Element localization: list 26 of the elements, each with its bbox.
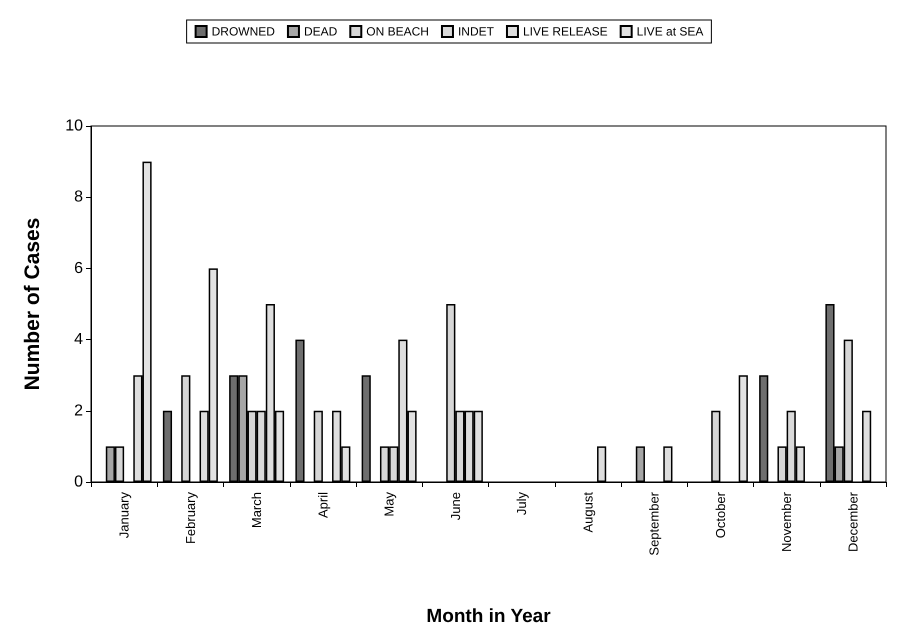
x-tick-label: March [249, 492, 264, 528]
y-axis-title: Number of Cases [21, 218, 44, 390]
x-tick-label: August [580, 492, 596, 532]
x-tick-label: January [116, 492, 132, 538]
y-tick-label: 4 [74, 331, 84, 348]
y-tick-label: 2 [74, 402, 84, 420]
x-tick-label: May [382, 492, 397, 517]
legend-label: LIVE RELEASE [522, 24, 608, 38]
x-tick-label: October [712, 491, 728, 538]
legend-label: INDET [458, 24, 495, 38]
y-tick-label: 10 [65, 118, 84, 134]
x-tick-label: July [514, 492, 530, 516]
x-tick-label: November [779, 491, 794, 552]
y-tick-label: 0 [74, 474, 84, 490]
legend-label: DEAD [304, 24, 338, 38]
y-tick-label: 6 [74, 260, 84, 277]
y-tick-label: 8 [74, 188, 84, 206]
x-axis-title: Month in Year [426, 606, 552, 627]
legend-label: ON BEACH [366, 24, 429, 38]
x-tick-label: February [182, 492, 198, 544]
x-tick-label: April [315, 492, 330, 518]
x-tick-label: December [845, 491, 860, 552]
x-tick-label: June [448, 492, 463, 520]
legend-label: LIVE at SEA [636, 24, 704, 38]
x-tick-label: September [646, 491, 662, 556]
legend-label: DROWNED [212, 24, 276, 38]
